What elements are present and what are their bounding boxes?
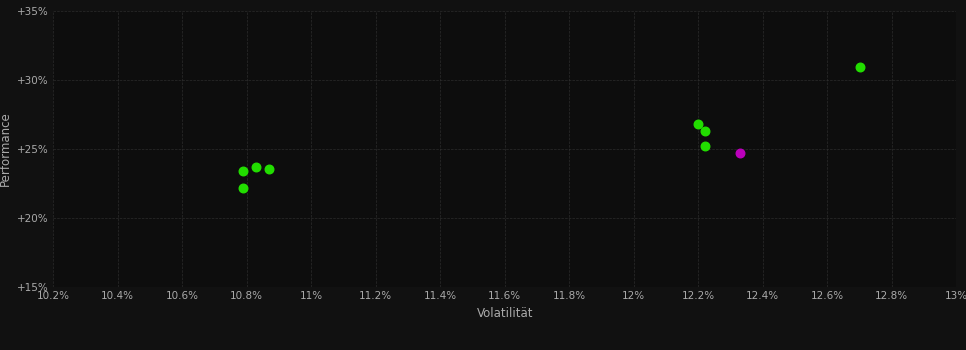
Point <box>248 164 264 170</box>
Point <box>691 121 706 127</box>
Y-axis label: Performance: Performance <box>0 111 12 186</box>
Point <box>697 143 713 149</box>
Point <box>732 150 748 156</box>
Point <box>262 166 277 172</box>
Point <box>697 128 713 134</box>
Point <box>236 168 251 174</box>
Point <box>852 64 867 70</box>
Point <box>236 186 251 191</box>
X-axis label: Volatilität: Volatilität <box>476 307 533 320</box>
